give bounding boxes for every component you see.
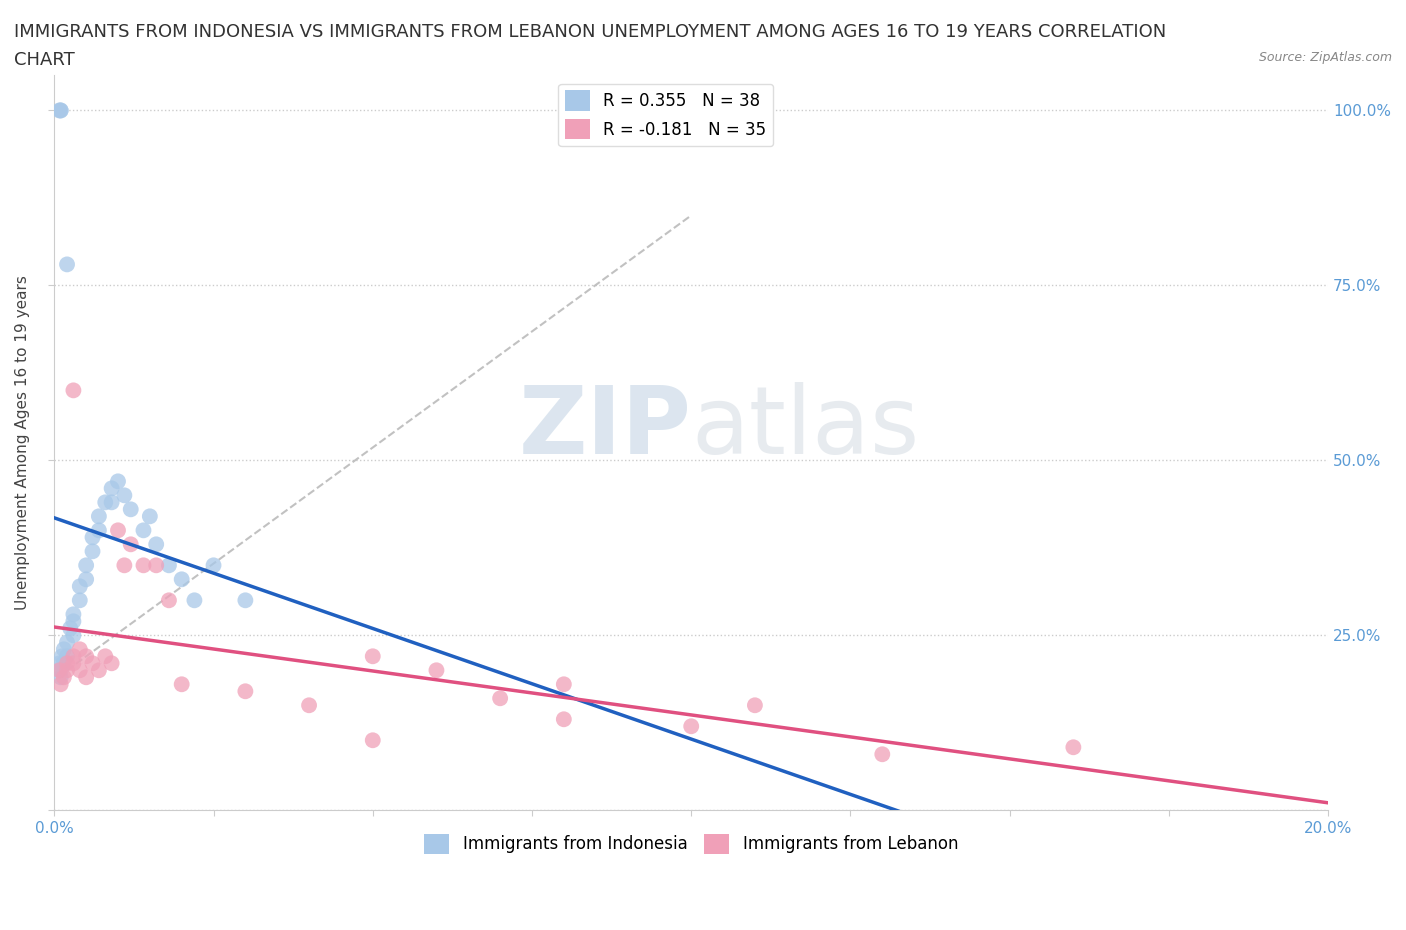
Point xyxy=(52,670,75,684)
Point xyxy=(59,621,82,636)
Point xyxy=(87,663,110,678)
Legend: Immigrants from Indonesia, Immigrants from Lebanon: Immigrants from Indonesia, Immigrants fr… xyxy=(418,827,965,860)
Point xyxy=(69,592,91,607)
Point xyxy=(62,628,84,643)
Point xyxy=(49,677,72,692)
Point xyxy=(48,663,70,678)
Point xyxy=(361,733,384,748)
Point xyxy=(170,677,193,692)
Point xyxy=(69,578,91,593)
Point xyxy=(49,103,72,118)
Point xyxy=(145,558,167,573)
Point xyxy=(94,649,117,664)
Point xyxy=(132,523,155,538)
Point xyxy=(48,656,70,671)
Point xyxy=(489,691,512,706)
Point xyxy=(553,677,575,692)
Point xyxy=(56,635,79,650)
Point xyxy=(62,649,84,664)
Point xyxy=(107,474,129,489)
Point xyxy=(82,656,104,671)
Point xyxy=(112,488,135,503)
Point xyxy=(94,495,117,510)
Point xyxy=(49,103,72,118)
Point xyxy=(51,649,73,664)
Text: IMMIGRANTS FROM INDONESIA VS IMMIGRANTS FROM LEBANON UNEMPLOYMENT AMONG AGES 16 : IMMIGRANTS FROM INDONESIA VS IMMIGRANTS … xyxy=(14,23,1167,41)
Point xyxy=(87,523,110,538)
Text: ZIP: ZIP xyxy=(519,382,692,474)
Point xyxy=(183,592,205,607)
Point xyxy=(62,383,84,398)
Point xyxy=(425,663,447,678)
Point xyxy=(744,698,766,712)
Point xyxy=(52,656,75,671)
Point xyxy=(235,684,257,698)
Point xyxy=(1062,740,1084,755)
Point xyxy=(82,544,104,559)
Text: atlas: atlas xyxy=(692,382,920,474)
Point xyxy=(145,537,167,551)
Point xyxy=(298,698,321,712)
Point xyxy=(361,649,384,664)
Point xyxy=(69,663,91,678)
Point xyxy=(100,656,122,671)
Point xyxy=(69,642,91,657)
Point xyxy=(62,607,84,622)
Y-axis label: Unemployment Among Ages 16 to 19 years: Unemployment Among Ages 16 to 19 years xyxy=(15,275,30,610)
Point xyxy=(75,558,97,573)
Point xyxy=(120,502,142,517)
Point xyxy=(170,572,193,587)
Point xyxy=(100,495,122,510)
Point xyxy=(872,747,894,762)
Point xyxy=(62,656,84,671)
Point xyxy=(107,523,129,538)
Point xyxy=(56,257,79,272)
Point xyxy=(49,670,72,684)
Point xyxy=(132,558,155,573)
Point xyxy=(157,592,180,607)
Point xyxy=(62,614,84,629)
Point xyxy=(49,663,72,678)
Point xyxy=(202,558,225,573)
Point xyxy=(75,670,97,684)
Point xyxy=(139,509,162,524)
Point xyxy=(75,649,97,664)
Point xyxy=(52,642,75,657)
Point xyxy=(120,537,142,551)
Point xyxy=(56,656,79,671)
Point xyxy=(56,649,79,664)
Point xyxy=(681,719,703,734)
Point xyxy=(87,509,110,524)
Text: CHART: CHART xyxy=(14,51,75,69)
Point xyxy=(100,481,122,496)
Point xyxy=(553,711,575,726)
Point xyxy=(48,103,70,118)
Point xyxy=(75,572,97,587)
Text: Source: ZipAtlas.com: Source: ZipAtlas.com xyxy=(1258,51,1392,64)
Point xyxy=(112,558,135,573)
Point xyxy=(56,663,79,678)
Point xyxy=(235,592,257,607)
Point xyxy=(157,558,180,573)
Point xyxy=(82,530,104,545)
